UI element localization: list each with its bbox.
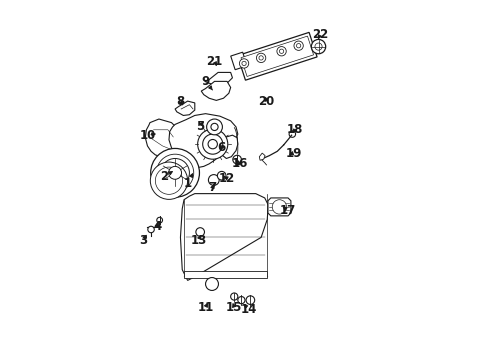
Circle shape bbox=[157, 217, 163, 223]
Circle shape bbox=[155, 167, 183, 194]
Polygon shape bbox=[184, 271, 267, 278]
Polygon shape bbox=[201, 81, 231, 100]
Circle shape bbox=[208, 175, 219, 185]
Circle shape bbox=[148, 226, 154, 233]
Circle shape bbox=[311, 40, 326, 54]
Circle shape bbox=[218, 171, 226, 180]
Circle shape bbox=[161, 158, 190, 187]
Circle shape bbox=[208, 139, 218, 149]
Circle shape bbox=[256, 53, 266, 63]
Circle shape bbox=[197, 129, 228, 159]
Text: 22: 22 bbox=[312, 28, 328, 41]
Circle shape bbox=[296, 44, 301, 48]
Circle shape bbox=[196, 228, 204, 236]
Text: 3: 3 bbox=[139, 234, 147, 247]
Circle shape bbox=[203, 134, 223, 154]
Text: 12: 12 bbox=[219, 172, 235, 185]
Circle shape bbox=[211, 123, 218, 131]
Text: 8: 8 bbox=[176, 95, 185, 108]
Circle shape bbox=[277, 46, 286, 56]
Text: 19: 19 bbox=[285, 147, 302, 159]
Text: 7: 7 bbox=[209, 181, 217, 194]
Text: 2: 2 bbox=[160, 170, 172, 183]
Polygon shape bbox=[146, 119, 179, 157]
Circle shape bbox=[279, 49, 284, 53]
Circle shape bbox=[242, 61, 246, 66]
Circle shape bbox=[205, 278, 219, 291]
Polygon shape bbox=[268, 198, 291, 216]
Circle shape bbox=[156, 154, 194, 192]
Circle shape bbox=[240, 59, 249, 68]
Circle shape bbox=[231, 293, 238, 300]
Circle shape bbox=[151, 148, 199, 197]
Polygon shape bbox=[175, 101, 195, 116]
Circle shape bbox=[169, 166, 181, 179]
Circle shape bbox=[238, 297, 245, 304]
Text: 16: 16 bbox=[231, 157, 248, 170]
Text: 15: 15 bbox=[226, 301, 243, 314]
Text: 4: 4 bbox=[153, 220, 161, 233]
Text: 17: 17 bbox=[280, 204, 296, 217]
Text: 18: 18 bbox=[287, 123, 303, 136]
Text: 9: 9 bbox=[201, 75, 213, 90]
Circle shape bbox=[294, 41, 303, 50]
Text: 21: 21 bbox=[206, 55, 222, 68]
Polygon shape bbox=[205, 72, 232, 86]
Polygon shape bbox=[231, 52, 247, 70]
Circle shape bbox=[272, 200, 287, 214]
Polygon shape bbox=[259, 153, 265, 160]
Circle shape bbox=[233, 155, 242, 164]
Text: 1: 1 bbox=[184, 174, 193, 190]
Circle shape bbox=[246, 296, 255, 305]
Text: 5: 5 bbox=[196, 120, 204, 133]
Polygon shape bbox=[180, 194, 269, 280]
Text: 14: 14 bbox=[241, 303, 257, 316]
Text: 13: 13 bbox=[190, 234, 206, 247]
Circle shape bbox=[259, 56, 263, 60]
Text: 20: 20 bbox=[258, 95, 274, 108]
Circle shape bbox=[207, 119, 222, 135]
Circle shape bbox=[315, 43, 322, 50]
Circle shape bbox=[150, 162, 188, 199]
Polygon shape bbox=[241, 36, 314, 76]
Polygon shape bbox=[238, 32, 317, 80]
Polygon shape bbox=[169, 114, 238, 167]
Polygon shape bbox=[221, 135, 238, 158]
Text: 10: 10 bbox=[140, 129, 156, 142]
Text: 6: 6 bbox=[218, 141, 226, 154]
Text: 11: 11 bbox=[197, 301, 214, 314]
